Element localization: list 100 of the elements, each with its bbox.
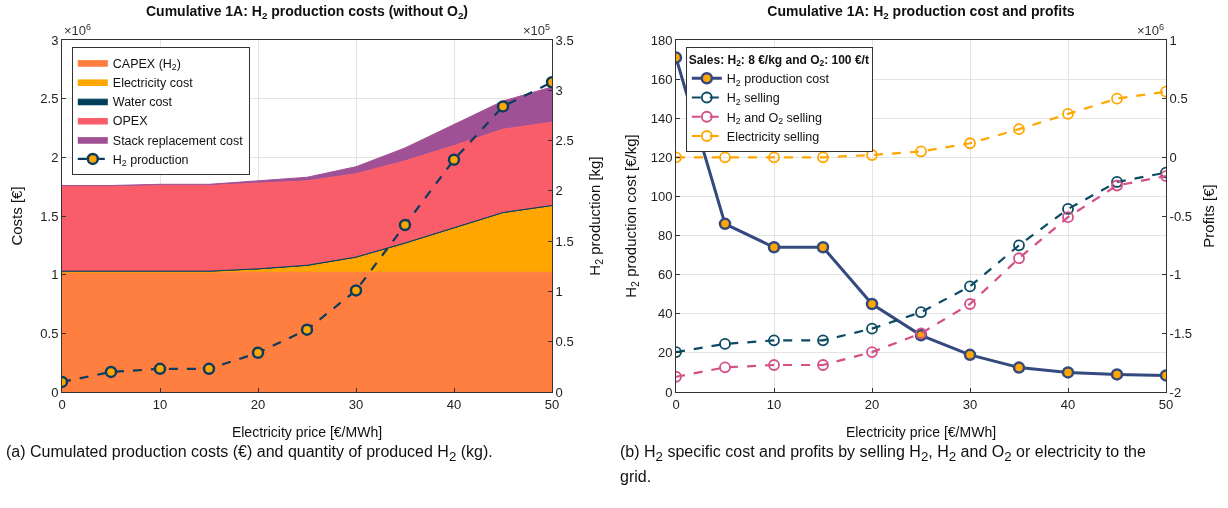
- legend-label: H$_{2}$ production cost: [726, 72, 830, 88]
- y-tick-label: 100: [650, 188, 673, 204]
- x-tick-label: 20: [864, 396, 880, 412]
- y2-tick-label: 1: [555, 283, 563, 299]
- y2-tick-label: 3: [555, 82, 563, 98]
- y-tick-label: 1: [51, 267, 59, 283]
- text: ×10$^{6}$: [1137, 22, 1165, 39]
- y2-tick-label: 3.5: [555, 32, 574, 48]
- point: [1111, 92, 1123, 105]
- point: [964, 137, 976, 150]
- point: [816, 241, 830, 254]
- point: [1013, 239, 1025, 252]
- y-tick-label: 40: [657, 306, 673, 322]
- y-tick-label: 140: [650, 110, 673, 126]
- point: [915, 145, 927, 158]
- y2-tick-label: 1.5: [555, 233, 574, 249]
- point: [915, 306, 927, 319]
- point: [447, 153, 461, 166]
- x-tick-label: 20: [250, 396, 266, 412]
- point: [1062, 108, 1074, 120]
- point: [1013, 252, 1025, 265]
- point: [1062, 203, 1074, 215]
- y2-tick-label: 1: [1169, 32, 1177, 48]
- text: (a) Cumulated production costs (€) and quantity of produced H$_{2}$ (kg).: [5, 442, 494, 467]
- point: [104, 365, 118, 379]
- point: [153, 362, 167, 376]
- text: (b) H$_{2}$ specific cost and profits by selling H$_{2}$, H$_{2}$ and O$_{2}$ or electricity to the grid.: [620, 443, 1146, 486]
- point: [1111, 179, 1123, 192]
- point: [817, 151, 829, 164]
- y-tick-label: 160: [650, 71, 673, 87]
- y-tick-label: 0: [665, 384, 673, 400]
- point: [719, 151, 731, 164]
- point: [866, 322, 878, 335]
- point: [964, 280, 976, 293]
- point: [866, 346, 878, 359]
- y-tick-label: 20: [657, 345, 673, 361]
- legend-label: H$_{2}$ selling: [726, 91, 780, 108]
- legend-label: Electricity selling: [726, 129, 820, 144]
- y2-tick-label: 0.5: [1169, 91, 1188, 107]
- point: [349, 284, 363, 297]
- y-tick-label: 180: [650, 32, 673, 48]
- point: [963, 348, 977, 362]
- x-axis-title: Electricity price [€/MWh]: [845, 424, 997, 440]
- y-tick-label: 2: [51, 149, 59, 165]
- y-tick-label: 60: [657, 267, 673, 283]
- point: [719, 337, 731, 350]
- y2-tick-label: -1.5: [1169, 325, 1193, 341]
- point: [1111, 176, 1123, 188]
- point: [1110, 368, 1124, 381]
- point: [768, 359, 780, 371]
- y-tick-label: 0.5: [40, 325, 59, 341]
- text: ×10$^{6}$: [64, 22, 92, 39]
- point: [719, 361, 731, 374]
- point: [817, 359, 829, 371]
- text: ×10$^{5}$: [523, 22, 551, 39]
- point: [718, 217, 732, 231]
- y-tick-label: 2.5: [40, 91, 59, 107]
- point: [496, 100, 510, 113]
- point: [1061, 366, 1075, 379]
- x-tick-label: 10: [766, 396, 782, 412]
- x-tick-label: 10: [152, 396, 168, 412]
- y2-axis-title: Profits [€]: [1199, 184, 1217, 248]
- y2-tick-label: 0: [1169, 149, 1177, 165]
- point: [866, 149, 878, 161]
- y-tick-label: 0: [51, 384, 59, 400]
- y-tick-label: 3: [51, 32, 59, 48]
- chart-title: Cumulative 1A: H$_{2}$ production costs (without O$_{2}$): [145, 3, 469, 22]
- point: [251, 346, 265, 360]
- point: [1012, 361, 1026, 374]
- legend-label: Water cost: [112, 95, 173, 110]
- y-tick-label: 80: [657, 228, 673, 244]
- legend-title: Sales: H$_{2}$: 8 €/kg and O$_{2}$: 100 €/t: [688, 52, 869, 69]
- legend-label: CAPEX (H$_{2}$): [112, 56, 181, 73]
- x-tick-label: 40: [446, 396, 462, 412]
- point: [300, 323, 314, 336]
- y2-tick-label: 0.5: [555, 334, 574, 350]
- legend-label: Electricity cost: [112, 75, 194, 90]
- x-tick-label: 40: [1060, 396, 1076, 412]
- y2-tick-label: -1: [1169, 267, 1182, 283]
- point: [1013, 123, 1025, 136]
- x-tick-label: 30: [348, 396, 364, 412]
- y2-tick-label: 2.5: [555, 133, 574, 149]
- point: [964, 298, 976, 310]
- y-axis-title: Costs [€]: [8, 186, 25, 246]
- legend-label: Stack replacement cost: [112, 133, 244, 148]
- point: [1062, 211, 1074, 224]
- y-tick-label: 1.5: [40, 208, 59, 224]
- point: [202, 362, 216, 376]
- point: [768, 334, 780, 347]
- y2-tick-label: 2: [555, 183, 563, 199]
- legend-label: H$_{2}$ production: [112, 152, 189, 169]
- legend-label: H$_{2}$ and O$_{2}$ selling: [726, 110, 823, 127]
- legend-label: OPEX: [112, 114, 149, 129]
- point: [768, 151, 780, 164]
- y-tick-label: 120: [650, 149, 673, 165]
- point: [767, 241, 781, 254]
- point: [817, 334, 829, 347]
- x-axis-title: Electricity price [€/MWh]: [231, 424, 383, 440]
- x-tick-label: 30: [962, 396, 978, 412]
- y2-tick-label: -0.5: [1169, 208, 1193, 224]
